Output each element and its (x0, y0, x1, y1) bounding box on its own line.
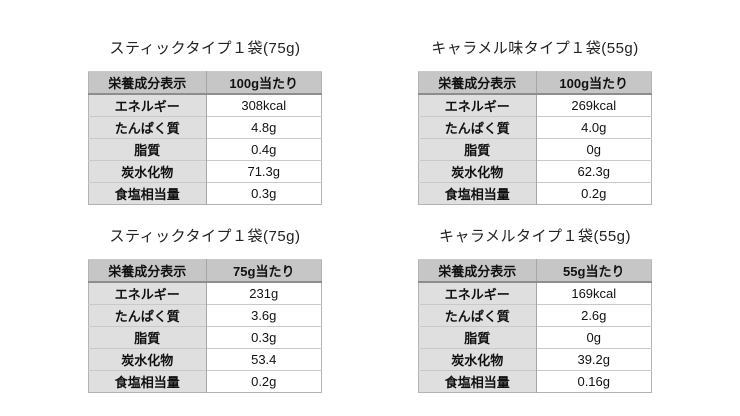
row-label-cell: エネルギー (88, 93, 207, 117)
nutrition-block-caramel-per100g: キャラメル味タイプ１袋(55g) 栄養成分表示 100g当たり エネルギー 26… (418, 38, 652, 205)
row-label-cell: 炭水化物 (418, 348, 537, 371)
row-value-cell: 0.16g (536, 370, 652, 393)
row-label-cell: 食塩相当量 (418, 370, 537, 393)
table-row-salt: 食塩相当量 0.2g (88, 370, 322, 393)
table-row-energy: エネルギー 169kcal (418, 281, 652, 305)
row-label-cell: 食塩相当量 (88, 182, 207, 205)
table-row-fat: 脂質 0.3g (88, 326, 322, 349)
row-label-cell: 食塩相当量 (418, 182, 537, 205)
row-value-cell: 231g (206, 281, 322, 305)
table-header-row: 栄養成分表示 75g当たり (88, 259, 322, 283)
table-row-carbs: 炭水化物 39.2g (418, 348, 652, 371)
table-header-row: 栄養成分表示 100g当たり (418, 71, 652, 95)
table-row-carbs: 炭水化物 71.3g (88, 160, 322, 183)
row-label-cell: エネルギー (418, 281, 537, 305)
nutrition-block-stick-per75g: スティックタイプ１袋(75g) 栄養成分表示 75g当たり エネルギー 231g… (88, 226, 322, 393)
table-row-energy: エネルギー 231g (88, 281, 322, 305)
row-value-cell: 62.3g (536, 160, 652, 183)
row-label-cell: たんぱく質 (418, 116, 537, 139)
table-row-protein: たんぱく質 2.6g (418, 304, 652, 327)
table-title: スティックタイプ１袋(75g) (109, 40, 301, 57)
header-cell-amount: 75g当たり (206, 259, 322, 283)
row-label-cell: 脂質 (418, 138, 537, 161)
row-label-cell: たんぱく質 (418, 304, 537, 327)
header-cell-label: 栄養成分表示 (418, 71, 537, 95)
table-row-energy: エネルギー 269kcal (418, 93, 652, 117)
row-value-cell: 0.4g (206, 138, 322, 161)
row-value-cell: 308kcal (206, 93, 322, 117)
row-value-cell: 0g (536, 138, 652, 161)
row-value-cell: 0.3g (206, 326, 322, 349)
row-value-cell: 169kcal (536, 281, 652, 305)
table-row-fat: 脂質 0.4g (88, 138, 322, 161)
table-row-salt: 食塩相当量 0.2g (418, 182, 652, 205)
table-row-salt: 食塩相当量 0.16g (418, 370, 652, 393)
row-value-cell: 0.3g (206, 182, 322, 205)
row-value-cell: 269kcal (536, 93, 652, 117)
row-label-cell: 脂質 (88, 138, 207, 161)
table-header-row: 栄養成分表示 55g当たり (418, 259, 652, 283)
row-value-cell: 0.2g (206, 370, 322, 393)
row-label-cell: 脂質 (88, 326, 207, 349)
table-title: キャラメル味タイプ１袋(55g) (431, 40, 639, 57)
nutrition-table: 栄養成分表示 55g当たり エネルギー 169kcal たんぱく質 2.6g 脂… (418, 259, 652, 393)
row-value-cell: 53.4 (206, 348, 322, 371)
nutrition-table: 栄養成分表示 100g当たり エネルギー 308kcal たんぱく質 4.8g … (88, 71, 322, 205)
table-row-carbs: 炭水化物 62.3g (418, 160, 652, 183)
row-value-cell: 4.8g (206, 116, 322, 139)
row-label-cell: エネルギー (88, 281, 207, 305)
row-label-cell: 炭水化物 (88, 160, 207, 183)
row-value-cell: 39.2g (536, 348, 652, 371)
row-value-cell: 71.3g (206, 160, 322, 183)
nutrition-block-caramel-per55g: キャラメルタイプ１袋(55g) 栄養成分表示 55g当たり エネルギー 169k… (418, 226, 652, 393)
table-row-fat: 脂質 0g (418, 138, 652, 161)
row-value-cell: 4.0g (536, 116, 652, 139)
header-cell-amount: 100g当たり (206, 71, 322, 95)
row-label-cell: 炭水化物 (88, 348, 207, 371)
row-label-cell: エネルギー (418, 93, 537, 117)
nutrition-table: 栄養成分表示 100g当たり エネルギー 269kcal たんぱく質 4.0g … (418, 71, 652, 205)
table-row-protein: たんぱく質 3.6g (88, 304, 322, 327)
row-label-cell: 食塩相当量 (88, 370, 207, 393)
table-row-protein: たんぱく質 4.8g (88, 116, 322, 139)
table-row-fat: 脂質 0g (418, 326, 652, 349)
table-title: スティックタイプ１袋(75g) (109, 228, 301, 245)
row-label-cell: 脂質 (418, 326, 537, 349)
row-value-cell: 3.6g (206, 304, 322, 327)
header-cell-label: 栄養成分表示 (88, 259, 207, 283)
row-label-cell: たんぱく質 (88, 304, 207, 327)
table-row-protein: たんぱく質 4.0g (418, 116, 652, 139)
table-title: キャラメルタイプ１袋(55g) (438, 228, 632, 245)
header-cell-amount: 55g当たり (536, 259, 652, 283)
row-value-cell: 0g (536, 326, 652, 349)
header-cell-amount: 100g当たり (536, 71, 652, 95)
row-label-cell: たんぱく質 (88, 116, 207, 139)
row-label-cell: 炭水化物 (418, 160, 537, 183)
row-value-cell: 0.2g (536, 182, 652, 205)
row-value-cell: 2.6g (536, 304, 652, 327)
header-cell-label: 栄養成分表示 (88, 71, 207, 95)
header-cell-label: 栄養成分表示 (418, 259, 537, 283)
table-row-energy: エネルギー 308kcal (88, 93, 322, 117)
nutrition-table: 栄養成分表示 75g当たり エネルギー 231g たんぱく質 3.6g 脂質 0… (88, 259, 322, 393)
table-header-row: 栄養成分表示 100g当たり (88, 71, 322, 95)
table-row-carbs: 炭水化物 53.4 (88, 348, 322, 371)
nutrition-block-stick-per100g: スティックタイプ１袋(75g) 栄養成分表示 100g当たり エネルギー 308… (88, 38, 322, 205)
table-row-salt: 食塩相当量 0.3g (88, 182, 322, 205)
